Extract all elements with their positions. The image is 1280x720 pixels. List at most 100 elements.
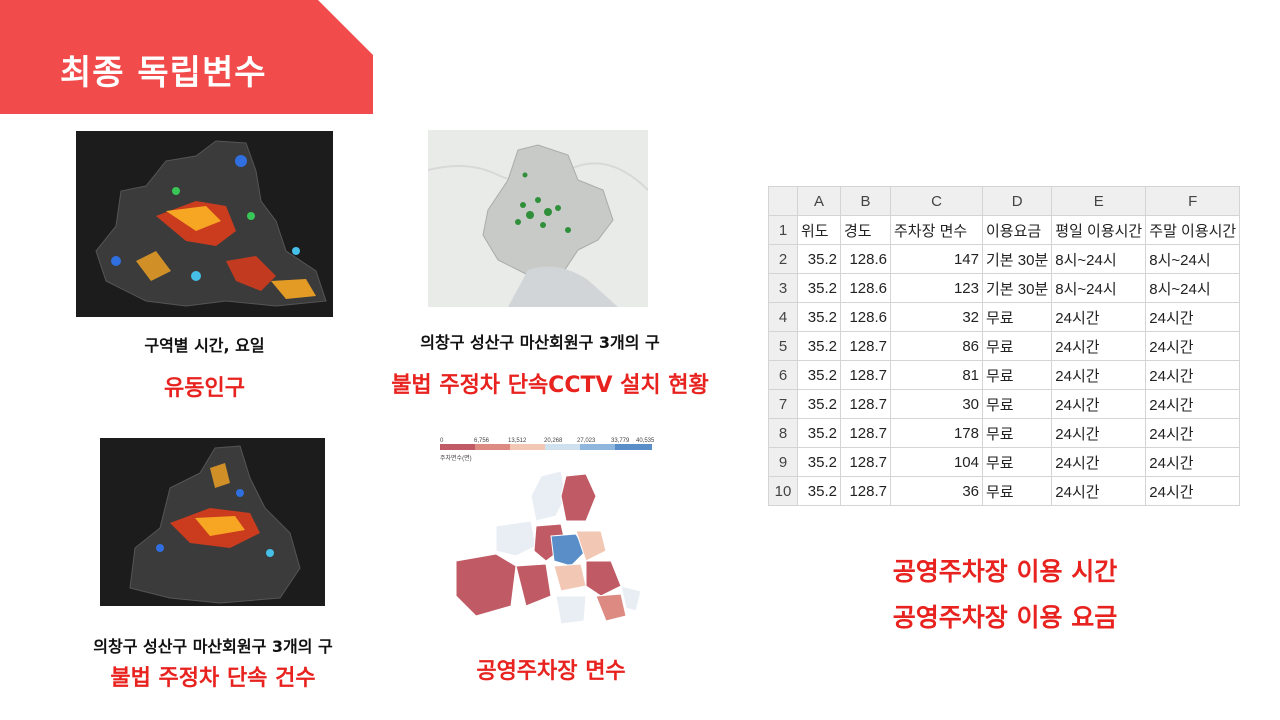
latitude-cell: 35.2 <box>797 476 841 506</box>
table-row: 7 35.2 128.7 30 무료 24시간 24시간 <box>768 389 1241 419</box>
fee-cell: 기본 30분 <box>981 273 1053 303</box>
spaces-cell: 104 <box>890 447 983 477</box>
table-row: 3 35.2 128.6 123 기본 30분 8시~24시 8시~24시 <box>768 273 1241 303</box>
table-row: 2 35.2 128.6 147 기본 30분 8시~24시 8시~24시 <box>768 244 1241 274</box>
row-number: 10 <box>768 476 798 506</box>
spaces-cell: 86 <box>890 331 983 361</box>
weekend-hours-cell: 24시간 <box>1145 302 1241 332</box>
row-number: 3 <box>768 273 798 303</box>
weekday-hours-cell: 24시간 <box>1051 418 1147 448</box>
spaces-cell: 32 <box>890 302 983 332</box>
column-letter: C <box>890 186 983 216</box>
slide-title: 최종 독립변수 <box>60 53 267 93</box>
sheet-corner <box>768 186 798 216</box>
longitude-cell: 128.7 <box>840 331 891 361</box>
fee-cell: 무료 <box>981 447 1053 477</box>
cctv-subtitle: 의창구 성산구 마산회원구 3개의 구 <box>420 333 660 352</box>
header-cell: 주차장 면수 <box>890 215 983 245</box>
spaces-cell: 123 <box>890 273 983 303</box>
legend-tick: 6,756 <box>474 438 490 444</box>
fee-cell: 무료 <box>981 389 1053 419</box>
legend-title: 주차면수(면) <box>440 454 472 462</box>
enforcement-heatmap <box>100 438 325 606</box>
weekend-hours-cell: 24시간 <box>1145 360 1241 390</box>
legend-tick: 20,268 <box>544 438 563 444</box>
weekday-hours-cell: 24시간 <box>1051 360 1147 390</box>
floating-population-label: 유동인구 <box>164 376 245 401</box>
column-letter-row: A B C D E F <box>768 186 1241 216</box>
weekday-hours-cell: 8시~24시 <box>1051 244 1147 274</box>
column-letter: F <box>1145 186 1241 216</box>
longitude-cell: 128.7 <box>840 476 891 506</box>
longitude-cell: 128.7 <box>840 360 891 390</box>
weekday-hours-cell: 24시간 <box>1051 389 1147 419</box>
fee-cell: 무료 <box>981 360 1053 390</box>
parking-area-map: 0 6,756 13,512 20,268 27,023 33,779 40,5… <box>436 436 656 632</box>
spaces-cell: 178 <box>890 418 983 448</box>
legend-tick: 40,535 <box>636 438 655 444</box>
longitude-cell: 128.7 <box>840 447 891 477</box>
usage-fee-caption: 공영주차장 이용 요금 <box>892 603 1118 632</box>
column-letter: A <box>797 186 841 216</box>
header-cell: 경도 <box>840 215 891 245</box>
row-number: 9 <box>768 447 798 477</box>
cctv-map <box>428 130 648 307</box>
row-number: 2 <box>768 244 798 274</box>
spaces-cell: 36 <box>890 476 983 506</box>
floating-population-heatmap <box>76 131 333 317</box>
weekend-hours-cell: 8시~24시 <box>1145 273 1241 303</box>
header-cell: 위도 <box>797 215 841 245</box>
spaces-cell: 81 <box>890 360 983 390</box>
latitude-cell: 35.2 <box>797 331 841 361</box>
weekend-hours-cell: 24시간 <box>1145 331 1241 361</box>
weekday-hours-cell: 24시간 <box>1051 331 1147 361</box>
weekend-hours-cell: 8시~24시 <box>1145 244 1241 274</box>
row-number: 1 <box>768 215 798 245</box>
row-number: 8 <box>768 418 798 448</box>
fee-cell: 무료 <box>981 302 1053 332</box>
row-number: 7 <box>768 389 798 419</box>
legend-tick: 27,023 <box>577 438 596 444</box>
table-row: 10 35.2 128.7 36 무료 24시간 24시간 <box>768 476 1241 506</box>
weekend-hours-cell: 24시간 <box>1145 476 1241 506</box>
longitude-cell: 128.7 <box>840 389 891 419</box>
longitude-cell: 128.6 <box>840 302 891 332</box>
column-letter: D <box>981 186 1053 216</box>
header-row: 1 위도 경도 주차장 면수 이용요금 평일 이용시간 주말 이용시간 <box>768 215 1241 245</box>
weekend-hours-cell: 24시간 <box>1145 389 1241 419</box>
table-row: 4 35.2 128.6 32 무료 24시간 24시간 <box>768 302 1241 332</box>
table-row: 6 35.2 128.7 81 무료 24시간 24시간 <box>768 360 1241 390</box>
legend-tick: 33,779 <box>611 438 630 444</box>
floating-population-subtitle: 구역별 시간, 요일 <box>144 336 265 355</box>
longitude-cell: 128.6 <box>840 273 891 303</box>
fee-cell: 무료 <box>981 418 1053 448</box>
weekend-hours-cell: 24시간 <box>1145 447 1241 477</box>
row-number: 6 <box>768 360 798 390</box>
cctv-label: 불법 주정차 단속CCTV 설치 현황 <box>391 373 709 398</box>
weekday-hours-cell: 24시간 <box>1051 447 1147 477</box>
latitude-cell: 35.2 <box>797 360 841 390</box>
column-letter: E <box>1051 186 1147 216</box>
latitude-cell: 35.2 <box>797 447 841 477</box>
row-number: 5 <box>768 331 798 361</box>
parking-area-label: 공영주차장 면수 <box>476 659 626 684</box>
latitude-cell: 35.2 <box>797 389 841 419</box>
longitude-cell: 128.6 <box>840 244 891 274</box>
legend-tick: 0 <box>440 438 444 444</box>
title-banner <box>0 0 373 114</box>
fee-cell: 무료 <box>981 331 1053 361</box>
fee-cell: 무료 <box>981 476 1053 506</box>
weekend-hours-cell: 24시간 <box>1145 418 1241 448</box>
table-row: 5 35.2 128.7 86 무료 24시간 24시간 <box>768 331 1241 361</box>
parking-spreadsheet: A B C D E F 1 위도 경도 주차장 면수 이용요금 평일 이용시간 … <box>768 186 1241 506</box>
table-row: 8 35.2 128.7 178 무료 24시간 24시간 <box>768 418 1241 448</box>
column-letter: B <box>840 186 891 216</box>
header-cell: 이용요금 <box>981 215 1053 245</box>
latitude-cell: 35.2 <box>797 418 841 448</box>
header-cell: 평일 이용시간 <box>1051 215 1147 245</box>
spaces-cell: 30 <box>890 389 983 419</box>
longitude-cell: 128.7 <box>840 418 891 448</box>
latitude-cell: 35.2 <box>797 244 841 274</box>
spaces-cell: 147 <box>890 244 983 274</box>
row-number: 4 <box>768 302 798 332</box>
